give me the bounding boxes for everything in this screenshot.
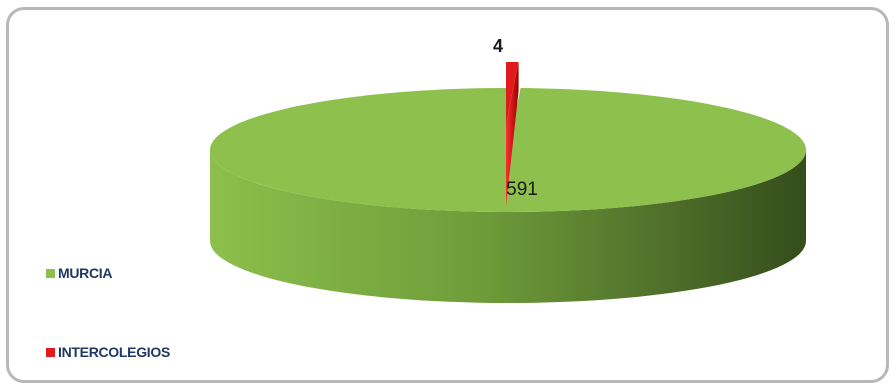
legend-label-murcia: MURCIA: [58, 265, 113, 281]
slice-intercolegios: [506, 62, 519, 124]
legend-item-murcia: MURCIA: [46, 265, 113, 281]
legend-item-intercolegios: INTERCOLEGIOS: [46, 344, 170, 360]
data-label-intercolegios: 4: [493, 36, 503, 56]
legend-swatch-murcia: [46, 268, 55, 278]
pie-slices: [209, 62, 806, 303]
slice-side-intercolegios: [506, 62, 519, 206]
legend-swatch-intercolegios: [46, 347, 55, 357]
slice-side-murcia: [210, 150, 806, 303]
pie-data-labels: 591 4: [493, 36, 538, 200]
legend-label-intercolegios: INTERCOLEGIOS: [58, 344, 170, 360]
data-label-murcia: 591: [506, 179, 538, 200]
